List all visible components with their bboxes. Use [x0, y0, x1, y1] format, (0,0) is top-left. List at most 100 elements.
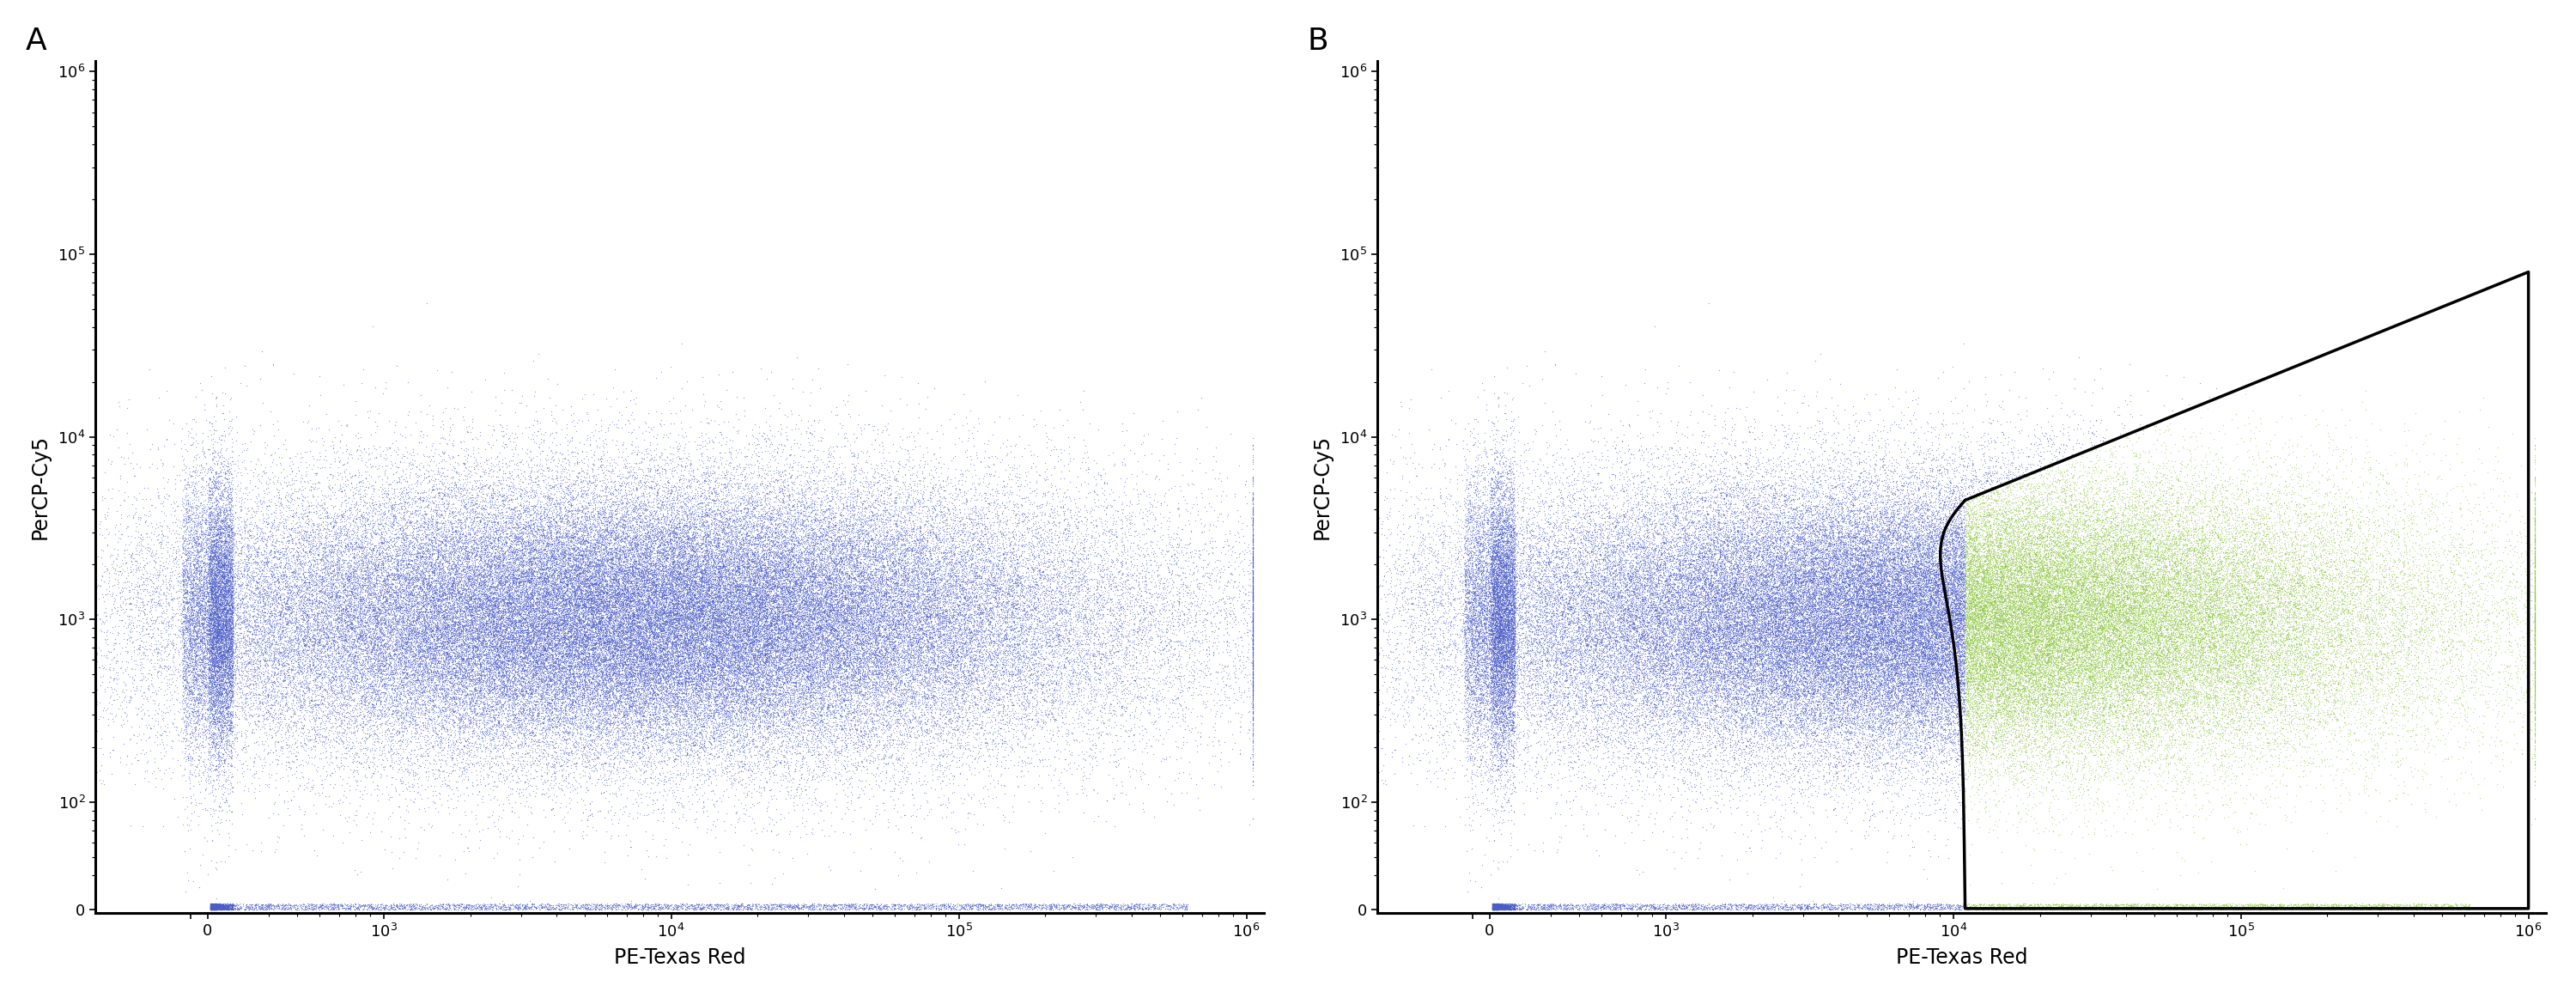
- Point: [850, 638, 891, 654]
- Point: [2151, 645, 2192, 661]
- Point: [716, 598, 757, 614]
- Point: [422, 639, 464, 655]
- Point: [392, 764, 433, 780]
- Point: [634, 623, 675, 639]
- Point: [618, 717, 659, 733]
- Point: [842, 655, 884, 671]
- Point: [1953, 605, 1994, 621]
- Point: [1852, 702, 1893, 718]
- Point: [855, 694, 896, 710]
- Point: [801, 539, 842, 555]
- Point: [1765, 614, 1806, 630]
- Point: [904, 676, 945, 692]
- Point: [884, 653, 925, 669]
- Point: [191, 521, 232, 537]
- Point: [379, 597, 420, 613]
- Point: [1692, 620, 1734, 636]
- Point: [1468, 761, 1510, 777]
- Point: [2056, 670, 2097, 686]
- Point: [440, 896, 482, 912]
- Point: [237, 687, 278, 703]
- Point: [835, 592, 876, 608]
- Point: [631, 546, 672, 562]
- Point: [2349, 898, 2391, 914]
- Point: [1600, 590, 1641, 606]
- Point: [479, 666, 520, 682]
- Point: [1821, 578, 1862, 594]
- Point: [724, 554, 765, 570]
- Point: [1708, 569, 1749, 585]
- Point: [832, 538, 873, 554]
- Point: [1752, 700, 1793, 716]
- Point: [1875, 657, 1917, 673]
- Point: [345, 557, 386, 573]
- Point: [489, 538, 531, 554]
- Point: [198, 897, 240, 913]
- Point: [1994, 433, 2035, 449]
- Point: [737, 705, 778, 721]
- Point: [2378, 666, 2419, 682]
- Point: [2069, 423, 2110, 439]
- Point: [1610, 901, 1651, 917]
- Point: [2053, 459, 2094, 475]
- Point: [1479, 628, 1520, 644]
- Point: [1579, 527, 1620, 543]
- Point: [1623, 672, 1664, 688]
- Point: [489, 692, 531, 708]
- Point: [1662, 683, 1703, 699]
- Point: [193, 606, 234, 622]
- Point: [1883, 586, 1924, 602]
- Point: [2038, 592, 2079, 608]
- Point: [492, 631, 533, 647]
- Point: [574, 734, 616, 749]
- Point: [1965, 673, 2007, 689]
- Point: [2151, 579, 2192, 595]
- Point: [1986, 729, 2027, 745]
- Point: [1868, 733, 1909, 748]
- Point: [598, 694, 639, 710]
- Point: [2063, 696, 2105, 712]
- Point: [278, 577, 319, 593]
- Point: [2218, 481, 2259, 497]
- Point: [1875, 634, 1917, 650]
- Point: [474, 563, 515, 579]
- Point: [1458, 715, 1499, 731]
- Point: [2105, 570, 2146, 586]
- Point: [1880, 614, 1922, 630]
- Point: [1950, 554, 1991, 570]
- Point: [2061, 581, 2102, 597]
- Point: [410, 534, 451, 550]
- Point: [1984, 580, 2025, 596]
- Point: [765, 696, 806, 712]
- Point: [729, 579, 770, 595]
- Point: [876, 595, 917, 611]
- Point: [471, 591, 513, 607]
- Point: [459, 531, 500, 547]
- Point: [693, 594, 734, 610]
- Point: [2017, 693, 2058, 709]
- Point: [1656, 597, 1698, 613]
- Point: [170, 638, 211, 654]
- Point: [531, 666, 572, 682]
- Point: [1806, 542, 1847, 558]
- Point: [976, 749, 1018, 765]
- Point: [211, 634, 252, 650]
- Point: [70, 623, 111, 639]
- Point: [495, 530, 536, 546]
- Point: [307, 700, 348, 716]
- Point: [755, 652, 796, 668]
- Point: [837, 587, 878, 603]
- Point: [600, 603, 641, 619]
- Point: [1937, 686, 1978, 702]
- Point: [2027, 773, 2069, 789]
- Point: [1832, 546, 1873, 562]
- Point: [2233, 713, 2275, 729]
- Point: [1716, 609, 1757, 625]
- Point: [711, 686, 752, 702]
- Point: [1955, 656, 1996, 672]
- Point: [2053, 787, 2094, 803]
- Point: [2115, 558, 2156, 574]
- Point: [603, 554, 644, 570]
- Point: [1814, 565, 1855, 581]
- Point: [703, 582, 744, 598]
